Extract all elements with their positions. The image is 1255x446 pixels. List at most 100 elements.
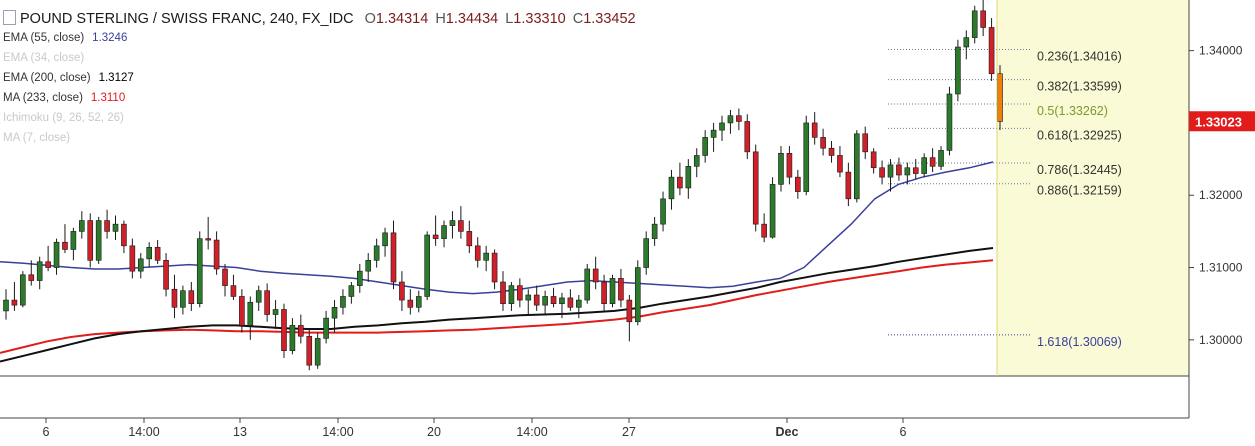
price-tick-label: 1.32000	[1199, 188, 1243, 202]
candle	[845, 162, 852, 207]
candle-body	[988, 27, 995, 75]
candle	[188, 282, 195, 311]
candle	[491, 249, 498, 290]
candle	[196, 231, 203, 308]
candle-body	[769, 184, 776, 238]
candle	[870, 148, 877, 174]
last-price-badge: 1.33023	[1189, 111, 1255, 132]
candle-body	[62, 241, 68, 250]
candle-body	[525, 294, 532, 301]
symbol-collapse-icon[interactable]	[3, 10, 16, 25]
candle	[693, 148, 700, 178]
last-price-label: 1.33023	[1195, 114, 1242, 129]
candle-body	[373, 245, 380, 261]
candle-body	[264, 290, 270, 315]
candle	[736, 108, 742, 131]
candle-body	[609, 278, 616, 304]
candle	[525, 289, 532, 315]
candle-body	[761, 223, 767, 238]
fib-level-label: 0.5(1.33262)	[1037, 104, 1108, 118]
candle	[222, 263, 228, 297]
candle-body	[163, 260, 169, 290]
candle-body	[660, 198, 666, 225]
candle-body	[887, 164, 894, 178]
candle-body	[811, 122, 818, 138]
indicator-row[interactable]: Ichimoku (9, 26, 52, 26)	[3, 112, 124, 124]
candle-body	[272, 309, 279, 315]
candle-body	[896, 164, 902, 176]
candle-body	[45, 261, 51, 268]
candle-body	[382, 232, 388, 247]
time-axis[interactable]: 6 14:00 13 14:00 20 14:00 27 Dec 6	[43, 418, 907, 439]
candle	[634, 260, 641, 326]
candle-body	[289, 325, 296, 351]
candle	[997, 65, 1003, 131]
future-zone	[997, 0, 1189, 376]
candle-body	[576, 299, 582, 308]
candle-body	[95, 220, 102, 261]
indicator-label: MA (233, close)	[3, 92, 83, 104]
candle-body	[677, 176, 683, 189]
candle-body	[736, 115, 742, 122]
candle	[289, 318, 296, 355]
ohlc-value-l: 1.33310	[513, 11, 566, 27]
indicator-row[interactable]: EMA (200, close) 1.3127	[3, 72, 134, 84]
candle-body	[79, 220, 85, 232]
indicator-value: 1.3110	[90, 92, 126, 104]
candle-body	[601, 281, 607, 304]
candle-body	[474, 245, 481, 261]
candle	[53, 238, 60, 275]
candle-body	[11, 299, 18, 306]
candle	[466, 220, 473, 254]
candle-body	[340, 296, 346, 308]
ohlc-readout: O1.34314 H1.34434 L1.33310 C1.33452	[358, 11, 636, 27]
fib-level-label: 0.236(1.34016)	[1037, 49, 1122, 63]
candle-body	[626, 299, 633, 323]
indicator-row[interactable]: MA (233, close) 1.3110	[3, 92, 125, 104]
indicator-row[interactable]: EMA (34, close)	[3, 52, 84, 64]
candle-body	[618, 278, 624, 301]
price-axis[interactable]: 1.34000 1.32000 1.31000 1.30000	[1189, 44, 1243, 347]
candle	[45, 245, 51, 272]
candle-body	[853, 133, 860, 200]
candle-body	[727, 115, 734, 124]
candle	[727, 109, 734, 134]
candle	[963, 30, 970, 60]
candle-body	[837, 155, 843, 173]
candle	[533, 285, 540, 311]
candle	[500, 271, 506, 311]
candle	[11, 282, 18, 311]
candle-body	[239, 296, 245, 326]
candle	[778, 146, 784, 192]
ohlc-key-c: C	[572, 11, 584, 27]
candle	[643, 231, 650, 275]
indicator-row[interactable]: MA (7, close)	[3, 132, 70, 144]
candle	[415, 290, 422, 313]
candle	[912, 159, 919, 180]
candle-body	[491, 252, 498, 283]
candle	[744, 114, 751, 160]
candle-body	[938, 150, 944, 167]
ma233-line	[0, 259, 994, 354]
candle	[677, 162, 683, 196]
indicator-row[interactable]: EMA (55, close) 1.3246	[3, 32, 127, 44]
candle-body	[407, 299, 414, 308]
price-tick-label: 1.30000	[1199, 333, 1243, 347]
candle	[921, 153, 927, 178]
candle	[146, 242, 153, 268]
candle-body	[247, 301, 254, 326]
fib-level-label: 0.618(1.32925)	[1037, 128, 1122, 142]
candle	[584, 263, 591, 304]
candle	[576, 295, 582, 319]
candle-body	[719, 122, 725, 131]
candle-body	[171, 288, 178, 308]
candle-body	[432, 234, 439, 239]
candle-body	[971, 10, 978, 38]
candle	[601, 274, 607, 311]
candle-body	[87, 220, 94, 261]
candle	[365, 253, 372, 282]
candle	[660, 191, 666, 232]
candle	[710, 122, 717, 152]
